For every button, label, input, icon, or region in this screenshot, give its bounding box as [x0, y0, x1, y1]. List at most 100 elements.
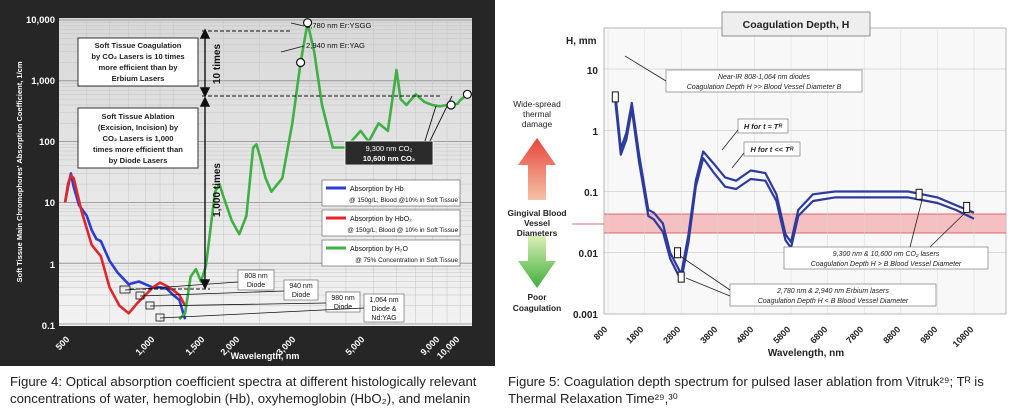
legend-entry-hbo2: Absorption by HbO₂ @ 150g/L; Blood @ 10%…: [321, 209, 461, 237]
x-axis-label: Wavelength, nm: [231, 351, 300, 361]
y-tick-label: 1: [592, 127, 598, 138]
figure-4-markers: [295, 18, 472, 110]
figure-5-markers: [611, 91, 971, 283]
legend-entry-h2o: Absorption by H₂O @ 75% Concentration in…: [321, 239, 461, 267]
y-tick-label: 10,000: [26, 15, 55, 26]
annotation-line: 9,300 nm & 10,600 nm CO₂ lasers: [833, 251, 940, 258]
figure-4-absorption-chart: 10,000 1,000 100 10 1 0.1 Soft Tissue Ma…: [0, 0, 495, 366]
laser-marker: [674, 247, 682, 259]
y-tick-label: 0.01: [579, 249, 599, 260]
annotation-line: 2,780 nm & 2,940 nm Erbium lasers: [776, 288, 889, 295]
figure-5-coagulation-chart: Coagulation Depth, H H, mm 10 1 0.1 0.01…: [500, 0, 1024, 366]
diode-label: 808 nm: [244, 273, 268, 280]
annotation-line: Coagulation Depth H >> Blood Vessel Diam…: [687, 84, 842, 91]
figure-5-title: Coagulation Depth, H: [743, 19, 850, 31]
note-abl-line: CO₂ Lasers is 1,000: [103, 134, 174, 143]
diode-labels: 808 nm Diode 940 nm Diode 980 nm Diode 1…: [237, 269, 405, 323]
diode-label: Diode: [334, 304, 352, 311]
left-mid-label: Gingival Blood: [507, 208, 566, 218]
series-line: [614, 93, 975, 276]
legend-label: Absorption by H₂O: [350, 246, 409, 253]
label-h-tr: H for t ≈ Tᴿ: [721, 118, 789, 151]
left-top-label: thermal: [523, 109, 551, 119]
co2-label: 9,300 nm CO₂: [366, 144, 413, 153]
laser-marker: [295, 57, 306, 68]
y-axis-label: H, mm: [566, 36, 597, 47]
left-mid-label: Vessel: [524, 218, 550, 228]
diode-label: Nd:YAG: [371, 315, 396, 322]
label-h-ll: H for t << Tᴿ: [731, 141, 801, 169]
laser-marker: [611, 91, 619, 103]
note-abl-line: (Excision, Incision) by: [98, 123, 179, 132]
co2-callout: 9,300 nm CO₂ 10,600 nm CO₂: [344, 95, 453, 166]
annotation-erbium: 2,780 nm & 2,940 nm Erbium lasers Coagul…: [679, 255, 937, 307]
y-axis-label: Soft Tissue Main Chromophores' Absorptio…: [15, 61, 24, 282]
co2-label: 10,600 nm CO₂: [363, 154, 415, 163]
series-line: [614, 100, 975, 282]
diode-label: 980 nm: [331, 295, 355, 302]
figure-4-caption: Figure 4: Optical absorption coefficient…: [10, 373, 490, 407]
series-line: [63, 172, 187, 320]
left-top-label: damage: [522, 119, 553, 129]
legend-label: Absorption by Hb: [350, 186, 404, 193]
diode-label: Diode: [247, 282, 265, 289]
laser-marker: [677, 271, 685, 283]
annotation-co2: 9,300 nm & 10,600 nm CO₂ lasers Coagulat…: [783, 199, 989, 270]
diode-label: 1,064 nm: [369, 297, 398, 304]
caption-text: Figure 5: Coagulation depth spectrum for…: [508, 374, 984, 406]
figure-5-title-box: [721, 11, 871, 37]
note-ablation: Soft Tissue Ablation (Excision, Incision…: [77, 107, 199, 169]
diode-label: 940 nm: [289, 283, 313, 290]
legend-sublabel: @ 75% Concentration in Soft Tissue: [355, 257, 458, 264]
left-top-label: Wide-spread: [513, 99, 561, 109]
y-tick-label: 0.1: [584, 188, 598, 199]
note-abl-line: Soft Tissue Ablation: [102, 112, 175, 121]
note-abl-line: by Diode Lasers: [109, 156, 168, 165]
diode-pointers: [119, 281, 365, 322]
laser-marker: [462, 89, 472, 99]
note-coag-line: Erbium Lasers: [112, 74, 165, 83]
left-bot-label: Poor: [527, 292, 547, 302]
y-tick-label: 10: [44, 198, 55, 209]
note-coagulation: Soft Tissue Coagulation by CO₂ Lasers is…: [77, 37, 199, 87]
legend-sublabel: @ 150g/L; Blood @10% in Soft Tissue: [349, 197, 458, 204]
legend: Absorption by Hb @ 150g/L; Blood @10% in…: [321, 179, 461, 267]
erbium-label: 2,780 nm Er:YSGG: [306, 21, 372, 30]
gingival-band: [604, 214, 1006, 233]
downward-arrow: [518, 236, 556, 288]
annotation-line: Near-IR 808-1,064 nm diodes: [718, 74, 811, 81]
h-tr-label: H for t ≈ Tᴿ: [744, 122, 782, 131]
laser-marker: [446, 100, 456, 110]
note-coag-line: Soft Tissue Coagulation: [95, 41, 182, 50]
upward-arrow: [518, 138, 556, 200]
note-abl-line: times more efficient than: [93, 145, 183, 154]
figure-5-caption: Figure 5: Coagulation depth spectrum for…: [508, 373, 1014, 407]
legend-label: Absorption by HbO₂: [350, 216, 412, 223]
left-bot-label: Coagulation: [513, 303, 561, 313]
diode-label: Diode: [292, 292, 310, 299]
y-tick-label: 1: [50, 260, 56, 271]
y-tick-label: 0.1: [42, 321, 56, 332]
caption-text: Figure 4: Optical absorption coefficient…: [10, 374, 477, 406]
y-tick-label: 1,000: [31, 76, 55, 87]
laser-marker: [915, 188, 923, 200]
figure-5-series: [614, 93, 975, 282]
annotation-line: Coagulation Depth H < B Blood Vessel Dia…: [758, 298, 909, 305]
diode-label: Diode &: [372, 306, 397, 313]
annotation-diodes: Near-IR 808-1,064 nm diodes Coagulation …: [624, 55, 863, 93]
y-tick-label: 10: [587, 66, 599, 77]
note-coag-line: more efficient than by: [99, 63, 179, 72]
label-10-times: 10 times: [212, 44, 223, 84]
left-mid-label: Diameters: [517, 228, 558, 238]
annotation-line: Coagulation Depth H > B Blood Vessel Dia…: [811, 261, 962, 268]
legend-sublabel: @ 150g/L; Blood @ 10% in Soft Tissue: [347, 227, 458, 234]
y-tick-label: 0.001: [573, 310, 598, 321]
x-axis-label: Wavelength, nm: [768, 348, 844, 359]
laser-marker: [302, 18, 313, 28]
laser-marker: [963, 201, 971, 213]
legend-entry-hb: Absorption by Hb @ 150g/L; Blood @10% in…: [321, 179, 461, 207]
erbium-label: 2,940 nm Er:YAG: [306, 41, 365, 50]
label-1000-times: 1,000 times: [212, 163, 223, 217]
y-tick-label: 100: [39, 137, 55, 148]
ratio-arrows: [130, 28, 440, 290]
